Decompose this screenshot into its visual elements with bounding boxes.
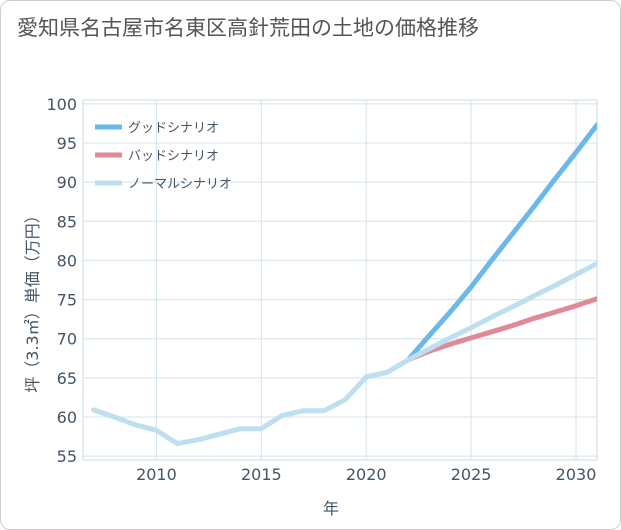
legend-label: ノーマルシナリオ xyxy=(128,177,232,192)
x-axis-title: 年 xyxy=(323,499,339,518)
plot-area-border xyxy=(82,99,598,461)
series-lines xyxy=(91,122,597,447)
y-tick-label: 90 xyxy=(57,173,77,192)
legend-label: グッドシナリオ xyxy=(128,121,219,136)
y-tick-label: 55 xyxy=(57,447,77,466)
y-tick-labels: 55 60 65 70 75 80 85 90 95 100 xyxy=(46,95,77,466)
y-tick-label: 75 xyxy=(57,291,77,310)
y-tick-label: 80 xyxy=(57,251,77,270)
x-tick-label: 2015 xyxy=(241,465,282,484)
x-tick-label: 2020 xyxy=(346,465,387,484)
series-line-normal xyxy=(91,261,597,447)
x-tick-label: 2010 xyxy=(136,465,177,484)
x-tick-labels: 2010 2015 2020 2025 2030 xyxy=(136,465,596,484)
y-tick-label: 100 xyxy=(46,95,77,114)
series-line-good xyxy=(405,122,597,363)
grid-lines xyxy=(82,99,598,461)
legend-label: バッドシナリオ xyxy=(128,149,219,164)
x-tick-label: 2025 xyxy=(451,465,492,484)
y-tick-label: 65 xyxy=(57,369,77,388)
chart-title: 愛知県名古屋市名東区高針荒田の土地の価格推移 xyxy=(17,16,479,40)
y-tick-label: 95 xyxy=(57,134,77,153)
x-tick-label: 2030 xyxy=(556,465,597,484)
y-tick-label: 85 xyxy=(57,212,77,231)
y-tick-label: 70 xyxy=(57,330,77,349)
y-tick-label: 60 xyxy=(57,408,77,427)
y-axis-title: 坪（3.3㎡）単価（万円） xyxy=(23,207,42,392)
series-line-bad xyxy=(405,296,597,363)
